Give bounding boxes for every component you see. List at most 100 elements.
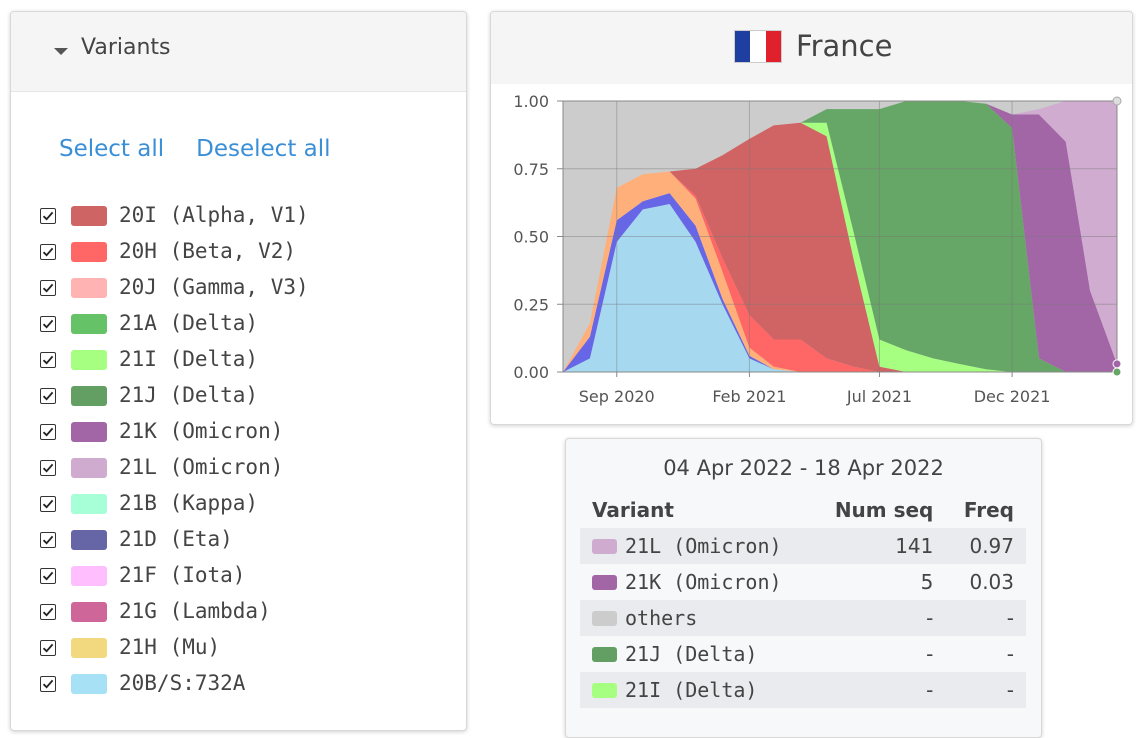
row-variant-label: 21J (Delta) (625, 642, 758, 666)
check-icon (42, 355, 54, 365)
variant-label: 21G (Lambda) (119, 599, 271, 623)
header-variant: Variant (592, 498, 674, 522)
header-freq: Freq (963, 498, 1014, 522)
row-variant-label: 21L (Omicron) (625, 534, 782, 558)
table-row: 21K (Omicron) 5 0.03 (580, 564, 1026, 600)
table-row: 21L (Omicron) 141 0.97 (580, 528, 1026, 564)
row-num-seq: 141 (812, 528, 946, 564)
end-marker (1112, 96, 1122, 106)
chart-header: France (491, 12, 1132, 84)
select-all-link[interactable]: Select all (59, 136, 165, 162)
checkbox[interactable] (40, 316, 56, 332)
variant-color-swatch (71, 566, 107, 586)
x-tick-label: Feb 2021 (712, 387, 786, 406)
row-variant-cell: 21L (Omicron) (580, 528, 813, 564)
variant-color-swatch (71, 242, 107, 262)
country-title: France (796, 29, 893, 63)
variant-label: 20I (Alpha, V1) (119, 203, 309, 227)
variant-frequency-chart[interactable]: 0.00 0.25 0.50 0.75 1.00 Sep 2020 Feb 2021 Jul … (491, 84, 1134, 424)
checkbox[interactable] (40, 568, 56, 584)
row-variant-cell: 21J (Delta) (580, 636, 812, 672)
y-tick-label: 0.75 (513, 160, 549, 179)
row-num-seq: - (926, 642, 934, 666)
variant-label: 21K (Omicron) (119, 419, 284, 443)
checkbox[interactable] (40, 676, 56, 692)
row-num-seq: 5 (920, 570, 934, 594)
x-tick-label: Jul 2021 (846, 387, 912, 406)
checkbox[interactable] (40, 640, 56, 656)
row-freq: 0.97 (945, 528, 1026, 564)
row-color-swatch (592, 611, 617, 626)
y-tick-label: 1.00 (513, 92, 549, 111)
variant-label: 21J (Delta) (119, 383, 259, 407)
row-variant-cell: others (580, 600, 813, 636)
row-color-swatch (592, 539, 617, 554)
checkbox[interactable] (40, 244, 56, 260)
variant-label: 21F (Iota) (119, 563, 246, 587)
checkbox[interactable] (40, 496, 56, 512)
check-icon (42, 319, 54, 329)
end-marker (1112, 367, 1122, 377)
table-row: 21J (Delta) - - (580, 636, 1026, 672)
chart-panel: France 0.00 0.25 0.50 0.75 1.00 Sep 2020 Feb 2… (490, 11, 1133, 425)
variants-panel-title: Variants (81, 35, 171, 60)
check-icon (42, 427, 54, 437)
france-flag-icon (734, 30, 782, 63)
frequency-table: Variant Num seq Freq 21L (Omicron) 141 0.9… (580, 492, 1026, 708)
checkbox[interactable] (40, 532, 56, 548)
y-tick-label: 0.50 (513, 228, 549, 247)
checkbox[interactable] (40, 460, 56, 476)
variant-label: 21B (Kappa) (119, 491, 259, 515)
variant-label: 20B/S:732A (119, 671, 246, 695)
date-range-title: 04 Apr 2022 - 18 Apr 2022 (663, 456, 944, 480)
frequency-table-panel: 04 Apr 2022 - 18 Apr 2022 Variant Num se… (565, 438, 1042, 738)
variant-color-swatch (71, 494, 107, 514)
row-color-swatch (592, 647, 617, 662)
series-area (563, 171, 1117, 372)
row-variant-cell: 21K (Omicron) (580, 564, 812, 600)
variant-color-swatch (71, 674, 107, 694)
checkbox[interactable] (40, 208, 56, 224)
variant-color-swatch (71, 530, 107, 550)
deselect-all-link[interactable]: Deselect all (196, 136, 331, 162)
row-color-swatch (592, 683, 617, 698)
row-color-swatch (592, 575, 617, 590)
table-header-row: Variant Num seq Freq (580, 492, 1026, 528)
flag-stripe-white (750, 31, 766, 62)
variant-color-swatch (71, 458, 107, 478)
variants-panel-header[interactable]: Variants (11, 12, 466, 92)
series-area (563, 101, 1117, 372)
checkbox[interactable] (40, 604, 56, 620)
checkbox[interactable] (40, 280, 56, 296)
check-icon (42, 391, 54, 401)
check-icon (42, 643, 54, 653)
table-row: others - - (580, 600, 1026, 636)
variant-color-swatch (71, 638, 107, 658)
y-tick-label: 0.25 (513, 295, 549, 314)
series-area (563, 101, 1117, 372)
variant-color-swatch (71, 422, 107, 442)
check-icon (42, 499, 54, 509)
row-freq: - (1006, 642, 1014, 666)
variant-label: 21D (Eta) (119, 527, 233, 551)
table-body: 21L (Omicron) 141 0.97 21K (Omicron) 5 0.03 ot… (580, 528, 1026, 708)
checkbox[interactable] (40, 424, 56, 440)
flag-stripe-blue (735, 31, 751, 62)
variants-panel: Variants Select all Deselect all 20I (Alp… (10, 11, 467, 731)
flag-stripe-red (765, 31, 781, 62)
row-variant-label: 21I (Delta) (625, 678, 758, 702)
header-num-seq: Num seq (834, 498, 934, 522)
variant-label: 21H (Mu) (119, 635, 221, 659)
check-icon (42, 535, 54, 545)
checkbox[interactable] (40, 352, 56, 368)
variant-color-swatch (71, 350, 107, 370)
caret-down-icon[interactable] (54, 48, 68, 55)
variant-color-swatch (71, 206, 107, 226)
variant-label: 20J (Gamma, V3) (119, 275, 309, 299)
row-num-seq: - (812, 672, 946, 708)
checkbox[interactable] (40, 388, 56, 404)
row-variant-label: others (625, 606, 698, 630)
variant-color-swatch (71, 314, 107, 334)
row-freq: - (945, 672, 1026, 708)
check-icon (42, 247, 54, 257)
